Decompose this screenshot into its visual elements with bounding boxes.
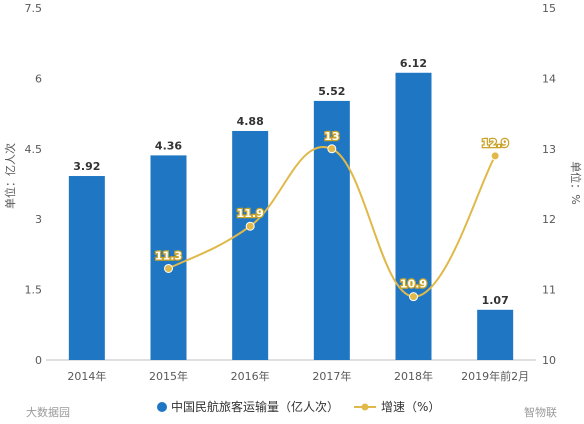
bar [395,72,432,360]
right-tick-label: 13 [542,143,556,156]
bar [477,309,514,360]
x-tick-label: 2014年 [67,369,106,383]
line-point [490,151,500,161]
x-tick-label: 2015年 [149,369,188,383]
left-tick-label: 1.5 [25,284,43,297]
bar [68,176,105,360]
line-value-label: 11.9 [237,207,264,220]
legend: 中国民航旅客运输量（亿人次） 增速（%） [157,399,440,414]
line-path [168,145,497,298]
legend-bar-marker [157,402,167,412]
bar-value-label: 5.52 [318,85,345,98]
bar-value-label: 4.88 [237,115,264,128]
x-tick-label: 2019年前2月 [461,369,529,383]
bar [313,100,350,360]
line-point [245,221,255,231]
left-tick-label: 7.5 [25,2,43,15]
legend-bar-label: 中国民航旅客运输量（亿人次） [171,399,339,414]
x-tick-label: 2016年 [231,369,270,383]
line-point [409,292,418,302]
right-tick-label: 15 [542,2,556,15]
watermark-right: 智物联 [524,405,557,419]
left-axis: 0 1.5 3 4.5 6 7.5 [25,2,43,367]
legend-line-label: 增速（%） [381,400,440,414]
left-tick-label: 0 [35,354,42,367]
left-tick-label: 4.5 [25,143,43,156]
right-axis: 10 11 12 13 14 15 [542,2,556,367]
right-tick-label: 14 [542,72,556,85]
bar-value-label: 6.12 [400,57,427,70]
right-tick-label: 11 [542,284,556,297]
left-tick-label: 6 [35,72,42,85]
x-tick-label: 2018年 [394,369,433,383]
left-tick-label: 3 [35,213,42,226]
right-tick-label: 10 [542,354,556,367]
line-value-label: 11.3 [155,249,182,262]
right-tick-label: 12 [542,213,556,226]
left-axis-title: 单位：亿人次 [3,143,17,209]
bar-value-label: 4.36 [155,139,182,152]
line-value-label: 13 [324,130,339,143]
line-point [327,144,337,154]
line-value-label: 10.9 [400,278,427,291]
bar-value-label: 3.92 [73,160,100,173]
x-axis-ticks: 2014年 2015年 2016年 2017年 2018年 2019年前2月 [67,369,529,383]
watermark-left: 大数据园 [26,405,70,419]
bar [232,130,269,360]
line-series: 11.3 11.9 13 10.9 12.9 [154,129,510,302]
right-axis-title: 单位：% [569,161,583,204]
bar [150,155,187,360]
bar-value-label: 1.07 [482,294,509,307]
line-point [164,263,173,273]
bar-series: 3.92 4.36 4.88 5.52 6.12 1.07 [68,57,514,360]
legend-line-marker [361,403,369,411]
x-tick-label: 2017年 [312,369,351,383]
line-value-label: 12.9 [482,137,509,150]
